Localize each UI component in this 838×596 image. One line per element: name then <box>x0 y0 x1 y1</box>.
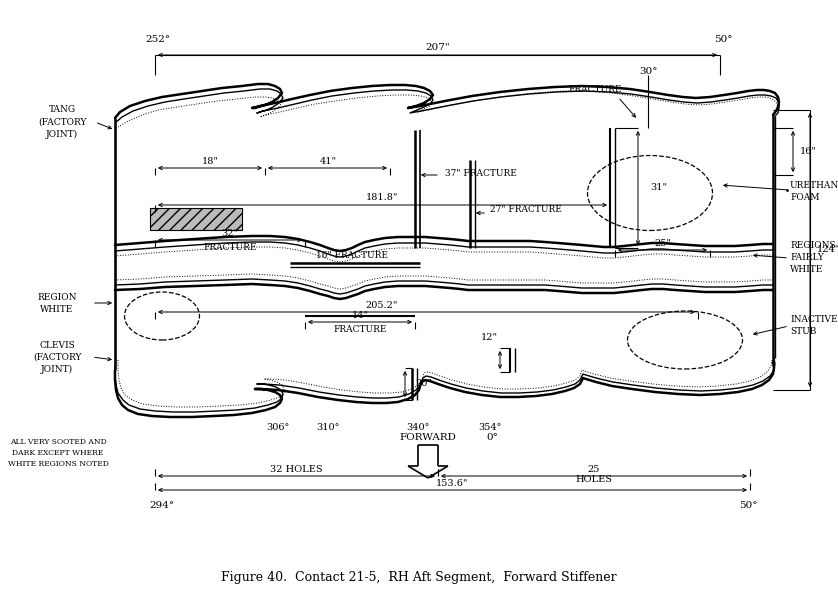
Text: FORWARD: FORWARD <box>400 433 457 442</box>
Text: URETHANE: URETHANE <box>790 181 838 190</box>
Text: INACTIVE: INACTIVE <box>790 315 838 324</box>
Text: FRACTURE: FRACTURE <box>334 325 387 334</box>
Text: 294°: 294° <box>149 501 174 510</box>
Text: JOINT): JOINT) <box>41 364 73 374</box>
Text: WHITE: WHITE <box>40 305 74 313</box>
Text: 27" FRACTURE: 27" FRACTURE <box>490 206 561 215</box>
Text: 153.6": 153.6" <box>436 479 468 488</box>
Text: 205.2": 205.2" <box>365 300 398 309</box>
Text: 207": 207" <box>426 42 450 51</box>
Text: 30°: 30° <box>639 67 657 76</box>
Text: REGION: REGION <box>37 293 77 302</box>
Text: WHITE: WHITE <box>790 265 824 274</box>
Text: 50°: 50° <box>714 36 732 45</box>
Text: 25": 25" <box>654 238 671 247</box>
Text: JOINT): JOINT) <box>46 129 78 138</box>
Text: 20": 20" <box>415 380 432 389</box>
Text: 14": 14" <box>351 311 369 319</box>
Text: Figure 40.  Contact 21-5,  RH Aft Segment,  Forward Stiffener: Figure 40. Contact 21-5, RH Aft Segment,… <box>221 572 617 585</box>
Text: (FACTORY: (FACTORY <box>33 352 81 362</box>
Text: 31": 31" <box>650 184 667 193</box>
Text: STUB: STUB <box>790 327 816 337</box>
Text: REGIONS: REGIONS <box>790 241 835 250</box>
Text: 32": 32" <box>221 228 239 237</box>
Text: ALL VERY SOOTED AND: ALL VERY SOOTED AND <box>9 438 106 446</box>
Text: 354°: 354° <box>478 423 502 432</box>
Text: 340°: 340° <box>406 423 430 432</box>
Text: 16": 16" <box>800 147 817 156</box>
Text: 181.8": 181.8" <box>365 194 398 203</box>
Polygon shape <box>150 208 242 230</box>
Text: FOAM: FOAM <box>790 193 820 201</box>
Text: FAIRLY: FAIRLY <box>790 253 824 262</box>
Text: (FACTORY: (FACTORY <box>38 117 86 126</box>
Text: 41": 41" <box>319 157 337 166</box>
Text: FRACTURE: FRACTURE <box>568 85 622 95</box>
Text: 12": 12" <box>481 334 498 343</box>
Text: 306°: 306° <box>266 423 290 432</box>
Text: HOLES: HOLES <box>576 476 613 485</box>
Text: CLEVIS: CLEVIS <box>39 340 75 349</box>
Text: 16" FRACTURE: 16" FRACTURE <box>316 250 388 259</box>
Text: WHITE REGIONS NOTED: WHITE REGIONS NOTED <box>8 460 108 468</box>
Text: FRACTURE: FRACTURE <box>204 244 256 253</box>
Text: 252°: 252° <box>146 36 171 45</box>
Text: 0°: 0° <box>486 433 498 442</box>
Text: TANG: TANG <box>49 105 75 114</box>
Text: 37" FRACTURE: 37" FRACTURE <box>445 169 517 178</box>
Text: 32 HOLES: 32 HOLES <box>270 464 323 473</box>
Text: 124": 124" <box>817 246 838 254</box>
Text: 310°: 310° <box>316 423 339 432</box>
Text: 50°: 50° <box>739 501 758 510</box>
Text: 18": 18" <box>201 157 219 166</box>
Text: 25: 25 <box>587 464 600 473</box>
Text: DARK EXCEPT WHERE: DARK EXCEPT WHERE <box>13 449 104 457</box>
